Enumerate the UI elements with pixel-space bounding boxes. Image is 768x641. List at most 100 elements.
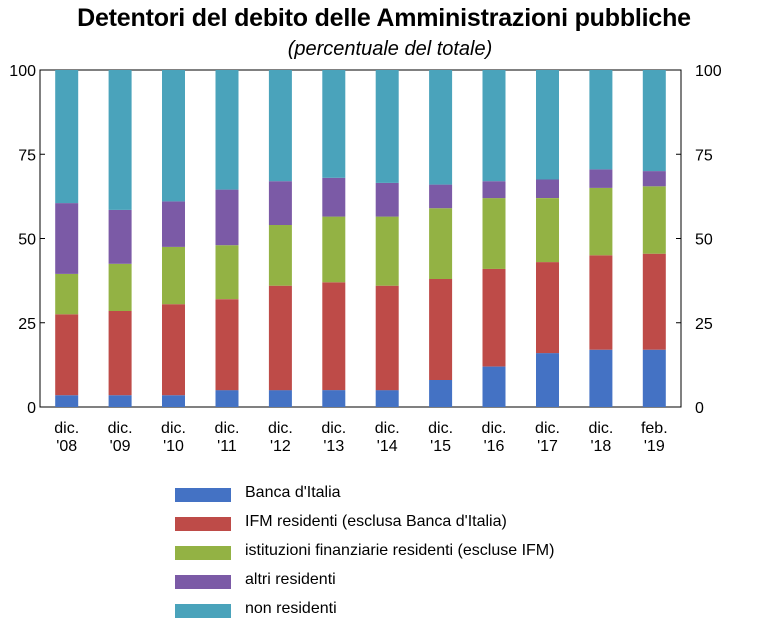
x-tick-label: '15 — [430, 438, 451, 455]
y-tick-label-right: 100 — [695, 63, 722, 80]
x-tick-label: dic. — [161, 420, 186, 437]
bar-segment — [375, 182, 399, 217]
x-tick-label: '12 — [270, 438, 291, 455]
x-tick-label: dic. — [535, 420, 560, 437]
legend-label: istituzioni finanziarie residenti (esclu… — [245, 542, 555, 559]
legend-swatch — [175, 488, 231, 502]
bar-segment — [429, 380, 453, 407]
x-tick-label: dic. — [428, 420, 453, 437]
legend-label: altri residenti — [245, 571, 336, 588]
legend-swatch — [175, 575, 231, 589]
bar-segment — [268, 390, 292, 407]
x-tick-label: '16 — [484, 438, 505, 455]
bar-segment — [642, 186, 666, 254]
x-tick-label: dic. — [588, 420, 613, 437]
x-tick-label: dic. — [482, 420, 507, 437]
bar-segment — [55, 70, 79, 204]
bar-segment — [536, 198, 559, 263]
bar-segment — [589, 349, 613, 407]
x-tick-label: dic. — [54, 420, 79, 437]
x-tick-label: '11 — [217, 438, 237, 455]
legend-swatch — [175, 517, 231, 531]
y-tick-label-left: 0 — [27, 400, 36, 417]
x-tick-label: dic. — [215, 420, 240, 437]
bar-segment — [268, 225, 292, 286]
x-tick-label: dic. — [268, 420, 293, 437]
bar-segment — [642, 70, 666, 172]
x-tick-label: dic. — [375, 420, 400, 437]
legend-label: IFM residenti (esclusa Banca d'Italia) — [245, 513, 507, 530]
x-tick-label: dic. — [108, 420, 133, 437]
bar-segment — [162, 304, 185, 396]
bar-segment — [429, 208, 453, 279]
bar-segment — [322, 390, 346, 407]
x-tick-label: feb. — [641, 420, 668, 437]
x-tick-label: '14 — [377, 438, 398, 455]
bar-segment — [482, 366, 506, 407]
bar-segment — [162, 201, 185, 247]
bar-segment — [536, 262, 559, 354]
legend-label: Banca d'Italia — [245, 484, 341, 501]
legend-swatch — [175, 604, 231, 618]
bar-segment — [108, 311, 132, 396]
plot-frame — [39, 69, 682, 408]
bar-segment — [162, 246, 185, 305]
bar-segment — [268, 181, 292, 225]
y-tick-label-right: 0 — [695, 400, 704, 417]
bar-segment — [589, 187, 613, 256]
y-tick-label-left: 25 — [18, 316, 36, 333]
bar-segment — [268, 285, 292, 391]
bar-segment — [55, 203, 79, 274]
bar-segment — [322, 282, 346, 391]
bar-segment — [536, 70, 559, 180]
x-tick-label: '09 — [110, 438, 131, 455]
bar-segment — [322, 216, 346, 283]
bar-segment — [482, 268, 506, 367]
x-tick-label: '13 — [323, 438, 344, 455]
bar-segment — [429, 184, 453, 209]
bar-segment — [162, 70, 185, 202]
chart-subtitle: (percentuale del totale) — [287, 38, 493, 60]
legend-label: non residenti — [245, 600, 337, 617]
bar-segment — [589, 255, 613, 350]
y-tick-label-right: 75 — [695, 147, 713, 164]
y-tick-label-right: 50 — [695, 232, 713, 249]
x-tick-label: '17 — [537, 438, 558, 455]
bar-segment — [162, 395, 185, 407]
bar-segment — [589, 169, 613, 188]
y-tick-label-left: 50 — [18, 232, 36, 249]
bar-segment — [482, 198, 506, 269]
bar-segment — [108, 395, 132, 407]
bar-segment — [642, 253, 666, 350]
bar-segment — [375, 70, 399, 183]
x-tick-label: dic. — [321, 420, 346, 437]
bar-segment — [215, 299, 239, 391]
bar-segment — [429, 278, 453, 380]
bar-segment — [482, 181, 506, 199]
bar-segment — [215, 70, 239, 190]
y-tick-label-left: 75 — [18, 147, 36, 164]
y-tick-label-left: 100 — [9, 63, 36, 80]
chart-title: Detentori del debito delle Amministrazio… — [77, 4, 691, 32]
bar-segment — [482, 70, 506, 182]
bar-segment — [375, 285, 399, 391]
bar-segment — [536, 353, 559, 407]
bar-segment — [536, 179, 559, 198]
bar-segment — [375, 216, 399, 286]
bar-segment — [322, 177, 346, 217]
bar-segment — [215, 390, 239, 407]
x-tick-label: '18 — [590, 438, 611, 455]
bar-segment — [215, 189, 239, 246]
bar-segment — [322, 70, 346, 178]
bar-segment — [108, 263, 132, 311]
y-tick-label-right: 25 — [695, 316, 713, 333]
bar-segment — [215, 245, 239, 300]
x-tick-label: '10 — [163, 438, 184, 455]
x-tick-label: '19 — [644, 438, 665, 455]
bar-segment — [108, 209, 132, 264]
bar-segment — [268, 70, 292, 182]
bar-segment — [55, 395, 79, 407]
bar-segment — [642, 349, 666, 407]
bar-segment — [375, 390, 399, 407]
